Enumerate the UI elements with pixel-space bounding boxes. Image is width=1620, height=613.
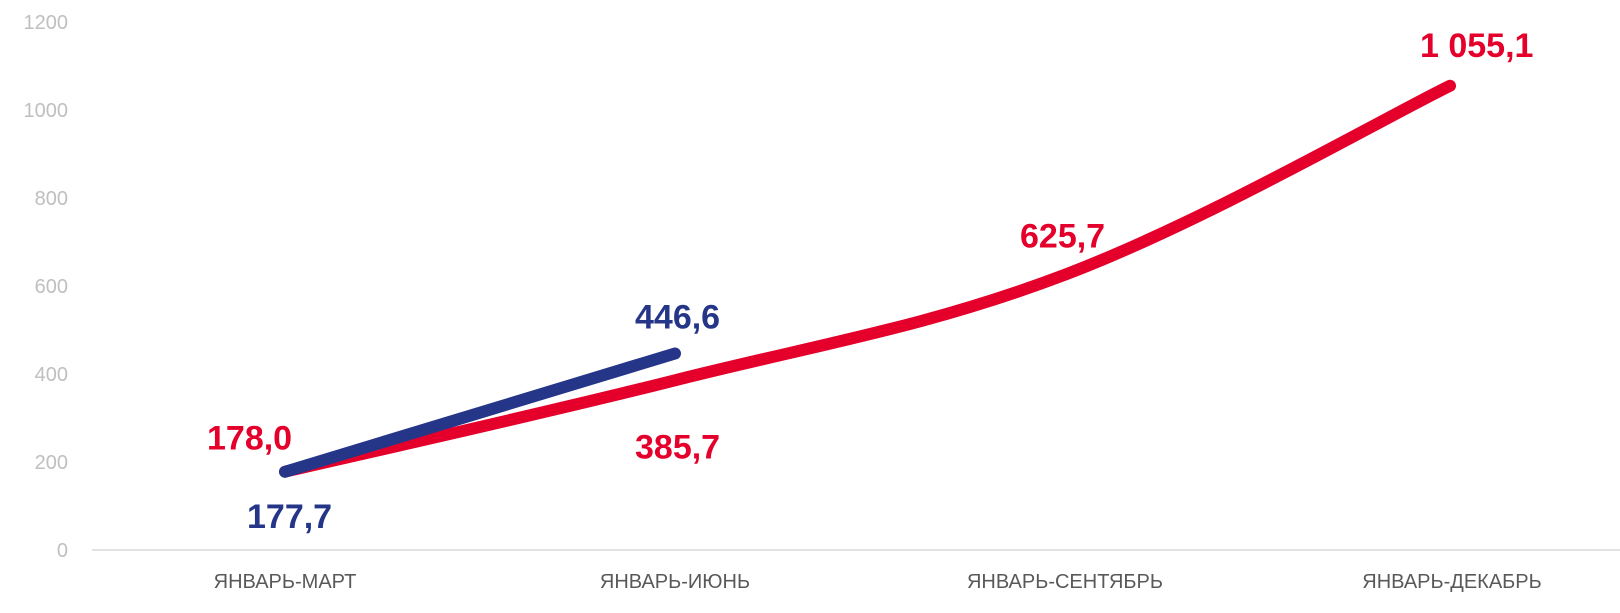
x-tick-label: ЯНВАРЬ-СЕНТЯБРЬ — [967, 571, 1163, 593]
series-line-blue — [279, 347, 681, 478]
data-label: 177,7 — [247, 498, 332, 536]
data-label: 178,0 — [207, 420, 292, 458]
y-tick-label: 1200 — [24, 12, 69, 34]
data-label: 1 055,1 — [1420, 27, 1533, 65]
x-axis-ticks: ЯНВАРЬ-МАРТ ЯНВАРЬ-ИЮНЬ ЯНВАРЬ-СЕНТЯБРЬ ЯНВ… — [214, 571, 1542, 593]
data-label: 446,6 — [635, 298, 720, 336]
y-tick-label: 400 — [35, 364, 68, 386]
data-labels: 178,0 385,7 625,7 1 055,1 177,7 446,6 — [207, 27, 1533, 536]
data-label: 385,7 — [635, 428, 720, 466]
y-tick-label: 200 — [35, 452, 68, 474]
series-line-red — [279, 79, 1456, 478]
x-tick-label: ЯНВАРЬ-ИЮНЬ — [600, 571, 750, 593]
x-tick-label: ЯНВАРЬ-ДЕКАБРЬ — [1362, 571, 1542, 593]
y-axis-ticks: 0 200 400 600 800 1000 1200 — [24, 12, 69, 562]
y-tick-label: 1000 — [24, 100, 69, 122]
x-tick-label: ЯНВАРЬ-МАРТ — [214, 571, 357, 593]
y-tick-label: 600 — [35, 276, 68, 298]
y-tick-label: 0 — [57, 540, 68, 562]
y-tick-label: 800 — [35, 188, 68, 210]
data-label: 625,7 — [1020, 218, 1105, 256]
series-lines — [279, 79, 1456, 478]
